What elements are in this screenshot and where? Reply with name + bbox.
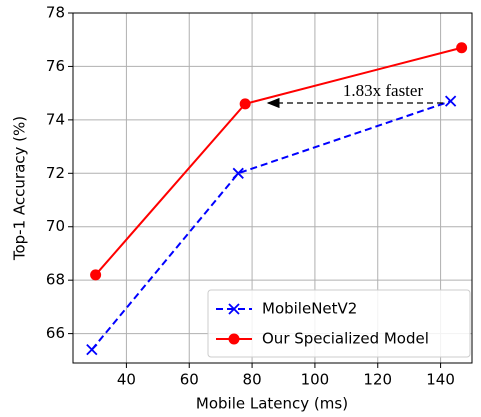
marker	[444, 95, 457, 107]
x-tick-label: 100	[301, 371, 330, 389]
marker	[90, 269, 102, 281]
y-tick-label: 70	[46, 217, 65, 235]
legend-label: MobileNetV2	[262, 300, 357, 318]
legend-marker	[228, 303, 240, 315]
annotation: 1.83x faster	[343, 81, 424, 100]
y-tick-label: 66	[46, 324, 65, 342]
x-axis-label: Mobile Latency (ms)	[196, 395, 348, 413]
legend-label: Our Specialized Model	[262, 330, 429, 348]
x-tick-label: 40	[117, 371, 136, 389]
y-axis-label: Top-1 Accuracy (%)	[11, 116, 29, 261]
y-tick-label: 72	[46, 164, 65, 182]
legend-box	[207, 289, 471, 358]
marker	[456, 42, 468, 54]
plot-frame	[72, 12, 473, 364]
series-line	[91, 100, 451, 351]
x-tick-label: 80	[243, 371, 262, 389]
x-tick-label: 140	[426, 371, 455, 389]
y-tick-label: 74	[46, 110, 65, 128]
x-tick-label: 60	[180, 371, 199, 389]
legend-marker	[228, 333, 240, 345]
marker	[86, 344, 98, 356]
y-tick-label: 68	[46, 271, 65, 289]
y-tick-label: 78	[46, 4, 65, 22]
marker	[232, 167, 244, 179]
x-tick-label: 120	[363, 371, 392, 389]
marker	[239, 98, 251, 110]
y-tick-label: 76	[46, 57, 65, 75]
